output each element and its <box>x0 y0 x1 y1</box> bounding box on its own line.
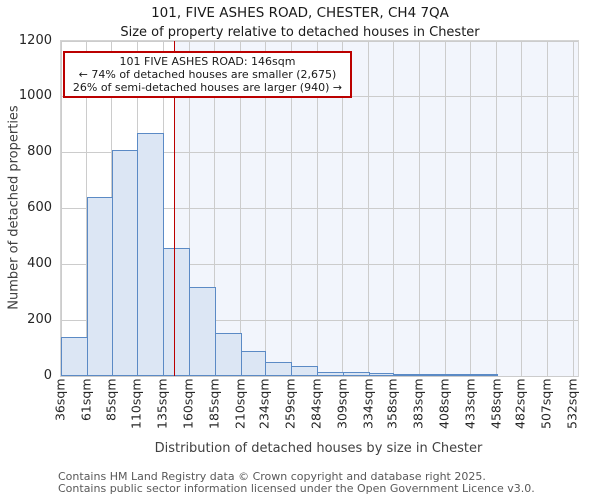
x-gridline <box>520 41 522 376</box>
x-tick-label: 36sqm <box>52 378 68 422</box>
x-tick-label: 160sqm <box>180 378 196 429</box>
y-tick-label: 200 <box>27 311 52 327</box>
x-gridline <box>60 41 62 376</box>
x-tick-label: 309sqm <box>334 378 350 429</box>
x-tick-label: 85sqm <box>103 378 119 422</box>
histogram-bar <box>393 374 421 376</box>
x-gridline <box>496 41 498 376</box>
x-gridline <box>240 41 242 376</box>
x-tick-label: 135sqm <box>154 378 170 429</box>
x-tick-label: 482sqm <box>512 378 528 429</box>
footer-line-1: Contains HM Land Registry data © Crown c… <box>58 470 486 483</box>
histogram-bar <box>265 362 293 376</box>
y-tick-label: 1200 <box>18 32 52 48</box>
x-tick-label: 284sqm <box>308 378 324 429</box>
y-tick-label: 600 <box>27 200 52 215</box>
y-tick-label: 800 <box>27 144 52 160</box>
x-tick-label: 408sqm <box>436 378 452 429</box>
x-gridline <box>290 41 292 376</box>
y-gridline <box>61 40 578 42</box>
x-gridline <box>546 41 548 376</box>
histogram-bar <box>445 374 472 376</box>
footer-line-2: Contains public sector information licen… <box>58 481 535 495</box>
x-tick-label: 507sqm <box>538 378 554 429</box>
x-gridline <box>572 41 574 376</box>
chart-title: 101, FIVE ASHES ROAD, CHESTER, CH4 7QA <box>151 5 449 21</box>
y-gridline <box>61 152 578 154</box>
y-gridline <box>61 319 578 321</box>
x-gridline <box>316 41 318 376</box>
x-tick-label: 383sqm <box>410 378 426 429</box>
x-gridline <box>418 41 420 376</box>
histogram-bar <box>86 197 113 376</box>
x-tick-label: 532sqm <box>564 378 580 429</box>
x-tick-label: 61sqm <box>78 378 94 422</box>
chart-subtitle: Size of property relative to detached ho… <box>120 25 480 40</box>
x-tick-label: 358sqm <box>384 378 400 429</box>
x-tick-label: 433sqm <box>462 378 478 429</box>
x-gridline <box>444 41 446 376</box>
histogram-bar <box>111 149 139 376</box>
y-gridline <box>61 263 578 265</box>
callout-line-2: ← 74% of detached houses are smaller (2,… <box>78 68 337 81</box>
plot-area: 101 FIVE ASHES ROAD: 146sqm ← 74% of det… <box>60 40 579 377</box>
x-tick-label: 210sqm <box>232 378 248 429</box>
x-axis-label: Distribution of detached houses by size … <box>154 441 483 456</box>
histogram-bar <box>61 336 88 376</box>
histogram-bar <box>317 371 344 376</box>
histogram-bar <box>163 247 190 376</box>
histogram-bar <box>419 374 446 376</box>
x-tick-label: 110sqm <box>128 378 144 429</box>
histogram-bar <box>240 350 267 376</box>
x-gridline <box>214 41 216 376</box>
histogram-bar <box>291 366 318 376</box>
histogram-bar <box>189 286 216 376</box>
x-gridline <box>342 41 344 376</box>
x-gridline <box>264 41 266 376</box>
callout-box: 101 FIVE ASHES ROAD: 146sqm ← 74% of det… <box>63 51 352 98</box>
histogram-bar <box>214 332 242 376</box>
y-gridline <box>61 208 578 209</box>
x-gridline <box>392 41 394 376</box>
property-size-marker-line <box>173 41 176 376</box>
callout-line-3: 26% of semi-detached houses are larger (… <box>72 81 343 94</box>
x-tick-label: 458sqm <box>488 378 504 429</box>
histogram-bar <box>342 371 370 376</box>
y-gridline <box>61 375 578 377</box>
x-tick-label: 334sqm <box>360 378 376 429</box>
y-tick-label: 400 <box>27 255 52 271</box>
histogram-bar <box>470 374 498 376</box>
attribution-footer: Contains HM Land Registry data © Crown c… <box>58 471 535 494</box>
x-gridline <box>188 41 190 376</box>
x-tick-label: 234sqm <box>256 378 272 429</box>
histogram-bar <box>368 373 395 376</box>
y-tick-label: 1000 <box>18 88 52 104</box>
x-gridline <box>368 41 370 376</box>
y-tick-label: 0 <box>43 367 52 383</box>
callout-line-1: 101 FIVE ASHES ROAD: 146sqm <box>119 55 296 68</box>
histogram-bar <box>137 133 165 376</box>
x-gridline <box>470 41 472 376</box>
x-tick-label: 259sqm <box>282 378 298 429</box>
x-tick-label: 185sqm <box>206 378 222 429</box>
